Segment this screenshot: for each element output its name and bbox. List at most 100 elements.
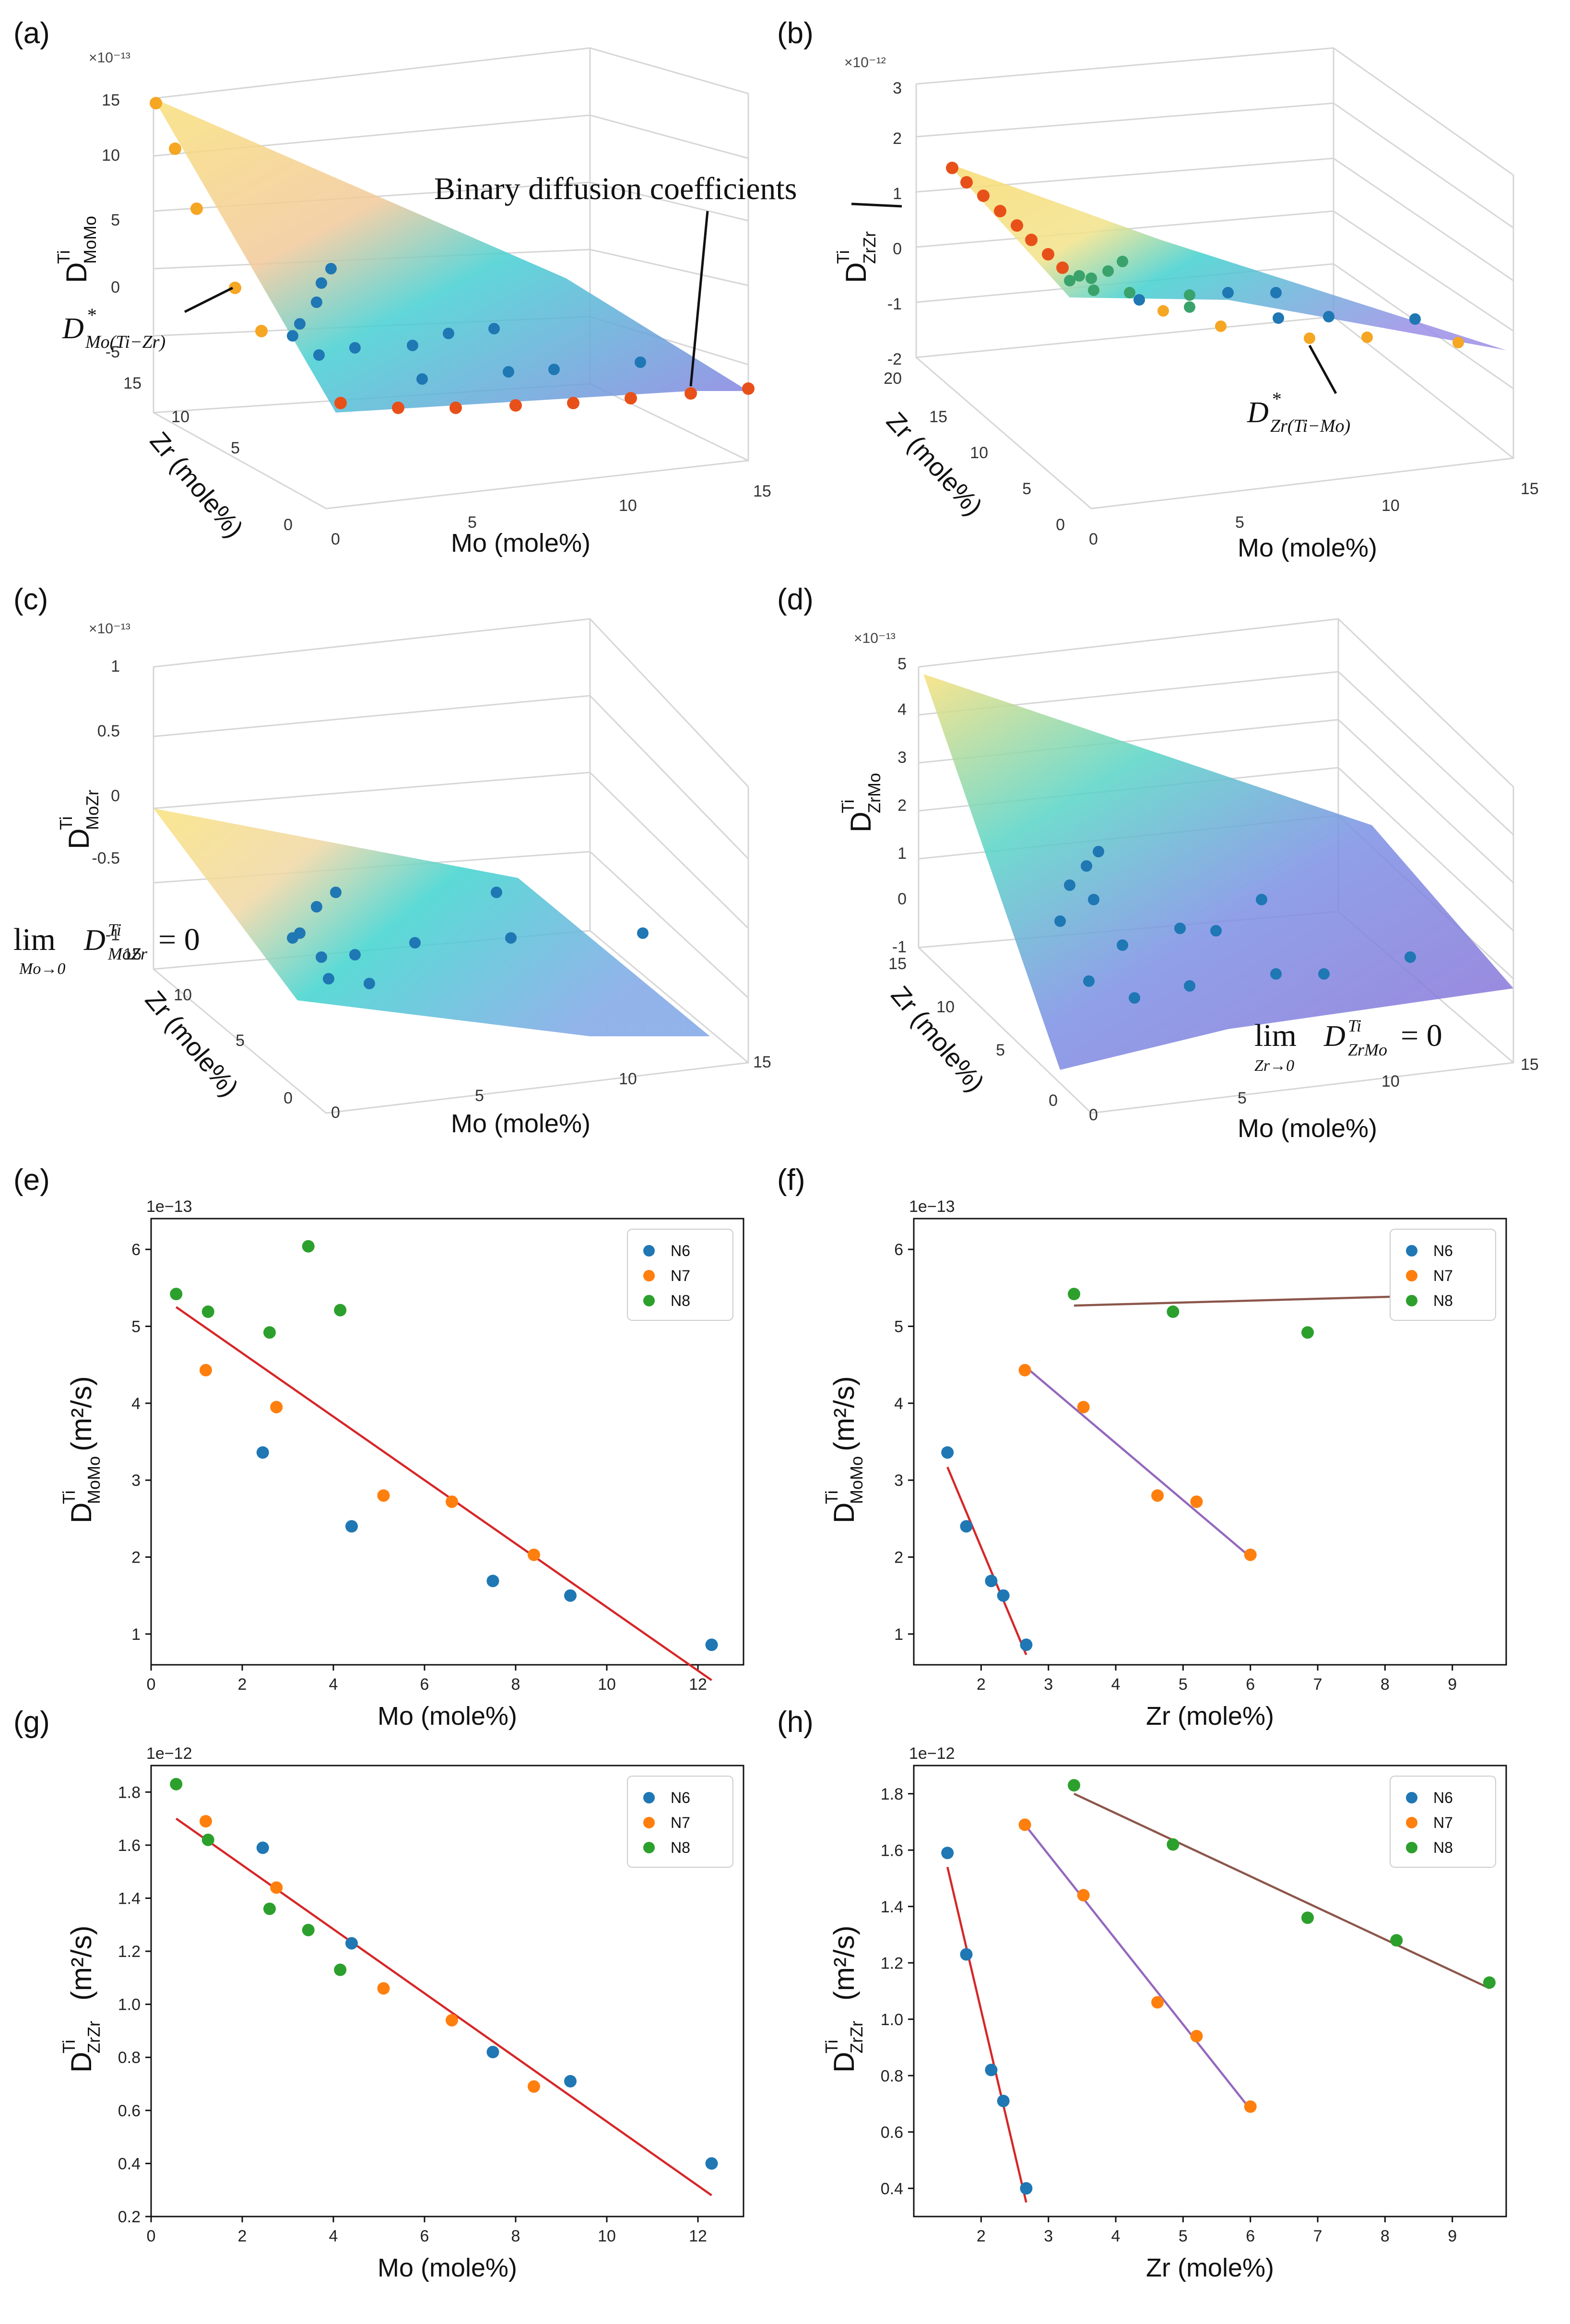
svg-text:0: 0 <box>1089 530 1098 548</box>
legend-marker-n6 <box>1406 1792 1417 1803</box>
surface-b <box>947 163 1506 350</box>
panel-label-h: (h) <box>777 1706 814 1739</box>
svg-text:1: 1 <box>893 185 902 203</box>
svg-text:15: 15 <box>753 482 771 500</box>
point-n8 <box>1301 1911 1314 1924</box>
point-n7 <box>1151 1489 1164 1502</box>
zrticks-d: 15 10 5 0 <box>888 955 1058 1110</box>
point-n6 <box>941 1446 954 1459</box>
zlabel-b: D Ti ZrZr <box>833 231 879 283</box>
annotation-lim-d: lim Zr→0 D Ti ZrMo = 0 <box>1254 1016 1442 1075</box>
svg-text:2: 2 <box>897 796 907 815</box>
point-a-binary <box>334 397 347 409</box>
svg-text:D: D <box>828 1503 860 1523</box>
point-n8 <box>201 1833 214 1846</box>
annotation-binary: Binary diffusion coefficients <box>434 171 797 206</box>
svg-text:10: 10 <box>174 986 192 1004</box>
panel-a: (a) ×10⁻¹³ 15 10 5 0 -5 15 10 5 0 0 5 10… <box>13 17 902 557</box>
point-n7 <box>270 1881 283 1894</box>
panel-label-e: (e) <box>13 1163 50 1197</box>
svg-text:-1: -1 <box>106 926 120 944</box>
point-n7 <box>1190 1495 1203 1508</box>
point-n6 <box>941 1847 954 1860</box>
svg-text:MoZr: MoZr <box>107 944 148 963</box>
legend-marker-n8 <box>643 1842 655 1853</box>
zlabel-a: D Ti MoMo <box>54 216 100 283</box>
point-n8 <box>1483 1976 1496 1989</box>
svg-text:Ti: Ti <box>838 799 858 813</box>
legend-marker-n8 <box>1406 1842 1417 1853</box>
point-n6 <box>997 1589 1010 1602</box>
svg-text:15: 15 <box>102 91 120 109</box>
moticks-d: 0 5 10 15 <box>1089 1055 1539 1124</box>
point-n8 <box>1167 1305 1180 1318</box>
x-tick-label: 0 <box>147 1675 156 1694</box>
x-tick-label: 0 <box>147 2227 156 2245</box>
point-n8 <box>1301 1326 1314 1339</box>
point-a-ternary <box>349 342 361 354</box>
leader-tracer-b <box>1308 344 1337 394</box>
panel-h: (h) 2 3 4 5 6 7 8 9 0.4 0.6 0.8 1.0 1.2 1.4 1.6 1.8 1e−1… <box>777 1706 1507 2282</box>
svg-text:15: 15 <box>1521 1055 1539 1074</box>
fit-line-1 <box>1024 1824 1251 2111</box>
zlabel-c: D Ti MoZr <box>56 790 102 849</box>
svg-text:Ti: Ti <box>833 250 853 264</box>
zrticks-b: 20 15 10 5 0 <box>884 369 1065 534</box>
x-axis-label: Mo (mole%) <box>378 2253 517 2282</box>
point-a-binary <box>685 387 697 400</box>
svg-text:Ti: Ti <box>54 250 73 264</box>
points-c <box>287 887 649 989</box>
legend-label-n6: N6 <box>1433 1789 1453 1806</box>
point-n8 <box>1068 1288 1081 1301</box>
legend-marker-n6 <box>643 1245 655 1257</box>
y-tick-label: 1.4 <box>881 1898 903 1916</box>
svg-text:Zr→0: Zr→0 <box>1254 1057 1294 1075</box>
y-tick-label: 1.4 <box>118 1889 141 1908</box>
svg-text:Zr(Ti−Mo): Zr(Ti−Mo) <box>1270 416 1350 436</box>
svg-text:Ti: Ti <box>59 2039 79 2053</box>
panel-d: (d) ×10⁻¹³ 5 4 3 2 1 0 -1 15 10 5 0 0 5 … <box>777 583 1539 1143</box>
svg-text:15: 15 <box>1521 480 1539 498</box>
x-tick-label: 2 <box>238 2227 247 2245</box>
point-n6 <box>960 1948 973 1961</box>
point-n6 <box>564 2075 577 2087</box>
point-n6 <box>256 1446 269 1459</box>
point-n7 <box>1244 2100 1257 2113</box>
svg-text:0: 0 <box>897 890 907 908</box>
svg-text:Mo(Ti−Zr): Mo(Ti−Zr) <box>85 332 165 352</box>
y-tick-label: 1.8 <box>118 1783 141 1802</box>
point-n6 <box>985 1575 998 1588</box>
svg-text:0: 0 <box>1056 516 1065 534</box>
point-n6 <box>564 1589 577 1602</box>
panel-label-a: (a) <box>13 17 50 50</box>
moticks-b: 0 5 10 15 <box>1089 480 1539 548</box>
x-tick-label: 6 <box>420 2227 429 2245</box>
zticks-c: 1 0.5 0 -0.5 -1 <box>92 657 120 944</box>
svg-text:10: 10 <box>171 408 189 426</box>
x-tick-label: 5 <box>1179 1675 1188 1694</box>
svg-text:1: 1 <box>897 844 907 863</box>
svg-text:MoMo: MoMo <box>80 216 100 264</box>
x-tick-label: 7 <box>1313 2227 1322 2245</box>
svg-text:D: D <box>65 1503 97 1523</box>
points-a <box>150 97 755 414</box>
svg-text:ZrMo: ZrMo <box>864 773 884 813</box>
x-tick-label: 8 <box>511 2227 520 2245</box>
y-tick-label: 0.2 <box>118 2208 141 2226</box>
svg-text:20: 20 <box>884 369 902 388</box>
point-n8 <box>263 1326 276 1339</box>
point-n7 <box>446 1495 458 1508</box>
legend-marker-n7 <box>1406 1817 1417 1828</box>
xlabel-b: Mo (mole%) <box>1238 534 1377 562</box>
x-tick-label: 6 <box>1246 2227 1255 2245</box>
svg-text:(m²/s): (m²/s) <box>828 1376 860 1451</box>
x-tick-label: 2 <box>238 1675 247 1694</box>
point-n6 <box>1020 2182 1033 2195</box>
surface-c <box>153 808 710 1036</box>
svg-text:5: 5 <box>111 211 120 229</box>
point-a-ternary <box>443 328 454 339</box>
svg-text:-5: -5 <box>106 343 120 361</box>
zrticks-c: 15 10 5 0 <box>123 945 293 1107</box>
offset-text: 1e−13 <box>146 1198 192 1216</box>
